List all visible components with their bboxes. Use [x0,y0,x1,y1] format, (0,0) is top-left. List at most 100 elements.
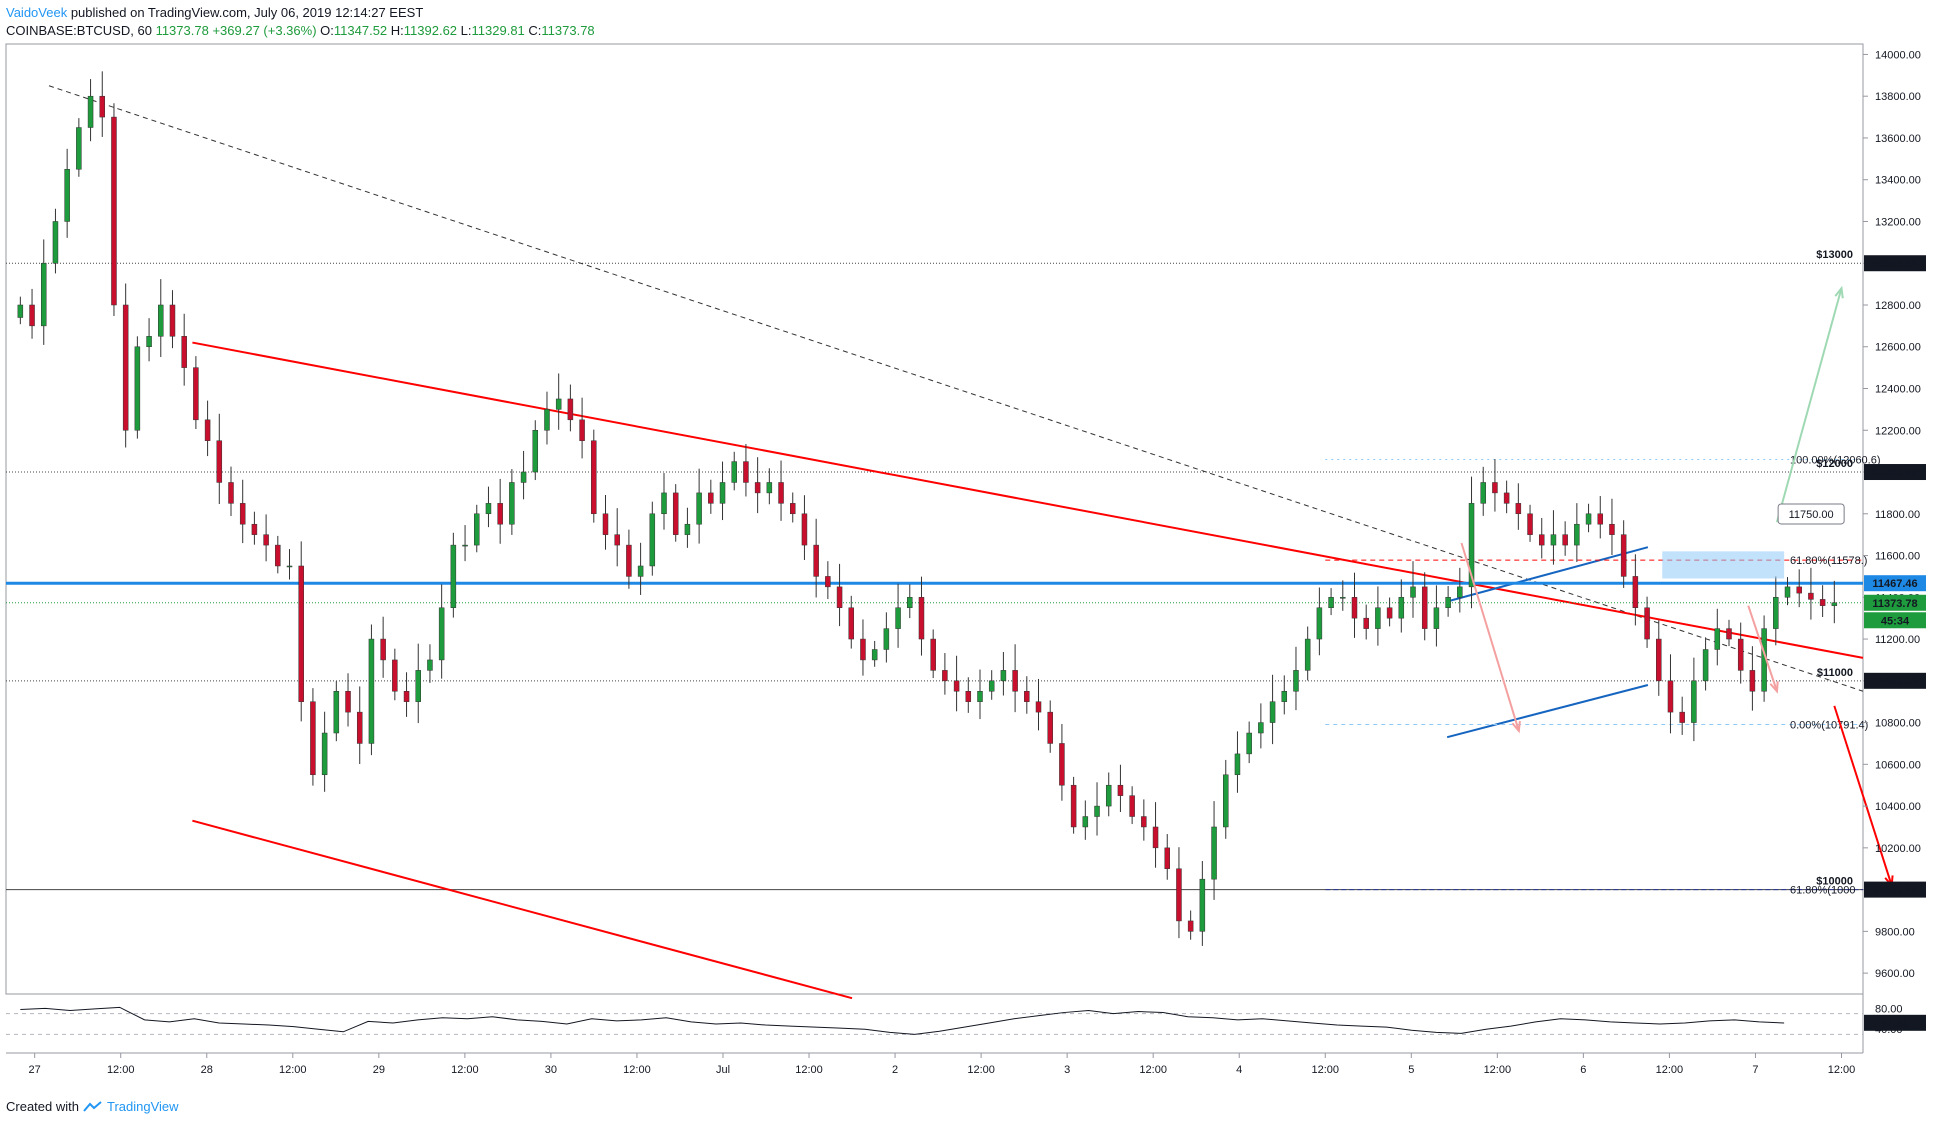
candle-body [661,492,667,515]
price-axis-badge [1864,612,1926,629]
candle-body [1457,586,1463,598]
candle-body [146,336,152,347]
candle-body [883,628,890,650]
y-tick-label: 12400.00 [1875,384,1921,396]
candle-body [1047,711,1053,744]
candle-body [509,482,515,525]
candle-body [1375,607,1381,629]
x-tick-label: 6 [1580,1064,1586,1076]
candle-body [1749,670,1756,692]
candle-body [965,691,972,702]
candle-body [1386,607,1393,619]
candle-body [134,346,141,431]
candle-body [193,367,199,421]
channel-upper-line [192,341,1864,659]
candle-body [403,691,410,702]
candle-body [1492,482,1498,494]
candle-body [497,503,503,525]
candle-body [438,607,445,661]
candle-body [1714,628,1721,650]
candle-body [1597,513,1604,525]
plot-frame [5,43,1864,1054]
candle-body [743,461,749,483]
x-tick-label: 5 [1408,1064,1414,1076]
candle-body [1644,607,1650,640]
candle-body [1129,795,1135,817]
candle-body [1667,680,1674,713]
time-axis[interactable]: 27 12:00 28 12:00 29 12:00 30 12:00 Jul 12:00 2 12:… [29,1053,1856,1076]
candle-body [1691,680,1697,723]
fib-level-label: 0.00%(10791.4) [1790,719,1868,731]
candle-body [1819,599,1826,606]
candle-body [1176,868,1182,922]
candle-body [895,607,901,629]
x-tick-label: 12:00 [451,1064,479,1076]
candle-body [1316,607,1323,640]
candle-body [1632,576,1639,608]
y-tick-label: 12800.00 [1875,300,1921,312]
candle-body [1281,691,1288,702]
y-tick-label: 13800.00 [1875,91,1921,103]
candle-body [181,336,187,368]
tradingview-logo-icon [83,1101,102,1112]
candle-body [789,503,796,515]
candle-body [696,492,702,525]
candle-body [1796,586,1802,594]
candle-body [228,482,234,504]
y-tick-label: 11800.00 [1875,509,1920,521]
candle-body [321,732,328,776]
candle-body [158,304,164,337]
candle-body [1199,878,1206,932]
x-tick-label: 30 [545,1064,557,1076]
candle-body [1737,638,1744,671]
candle-body [1726,628,1732,640]
highlight-zone [1662,551,1785,579]
price-axis-badge-label: 13000.00 [1872,258,1918,270]
candle-body [1246,732,1252,755]
x-tick-label: 28 [201,1064,213,1076]
symbol-label[interactable]: COINBASE:BTCUSD, 60 [6,23,152,38]
candle-body [1223,774,1229,828]
candle-body [1059,743,1065,786]
y-tick-label: 12600.00 [1875,342,1921,354]
candle-body [1328,597,1334,608]
candle-body [29,304,35,327]
candle-body [1105,784,1112,807]
channel-lower-line [192,819,853,1000]
rsi-value-badge [1864,1014,1926,1031]
candle-body [1035,701,1042,713]
candle-body [942,670,948,682]
created-with-label: Created with [6,1099,79,1114]
close-label: C: [528,23,542,38]
candle-body [1445,597,1451,608]
y-tick-label: 13200.00 [1875,216,1921,228]
candle-body [1340,597,1346,599]
candle-body [626,544,632,577]
price-level-label: $12000 [1816,458,1853,470]
x-tick-label: 12:00 [623,1064,651,1076]
candle-body [17,304,24,318]
price-axis[interactable]: 9600.00 9800.00 10000.00 10200.00 10400.00 10… [1863,49,1926,980]
candle-body [801,513,808,546]
candle-body [298,565,304,702]
candle-body [99,95,106,118]
candle-body [368,638,375,744]
y-tick-label: 10800.00 [1875,718,1921,730]
candle-body [1503,492,1510,504]
candle-body [64,169,70,222]
low-value: 11329.81 [471,23,525,38]
author-link[interactable]: VaidoVeek [6,5,68,20]
candle-body [1152,826,1159,849]
candle-body [1410,586,1416,598]
y-tick-label: 10600.00 [1875,759,1921,771]
candle-body [392,659,398,692]
candle-body [1024,691,1030,702]
candle-body [953,680,960,692]
price-level-label: $13000 [1816,249,1853,261]
candle-body [544,409,550,431]
tradingview-brand-link[interactable]: TradingView [106,1099,179,1114]
x-tick-label: 12:00 [1828,1064,1856,1076]
candle-body [1117,784,1124,796]
